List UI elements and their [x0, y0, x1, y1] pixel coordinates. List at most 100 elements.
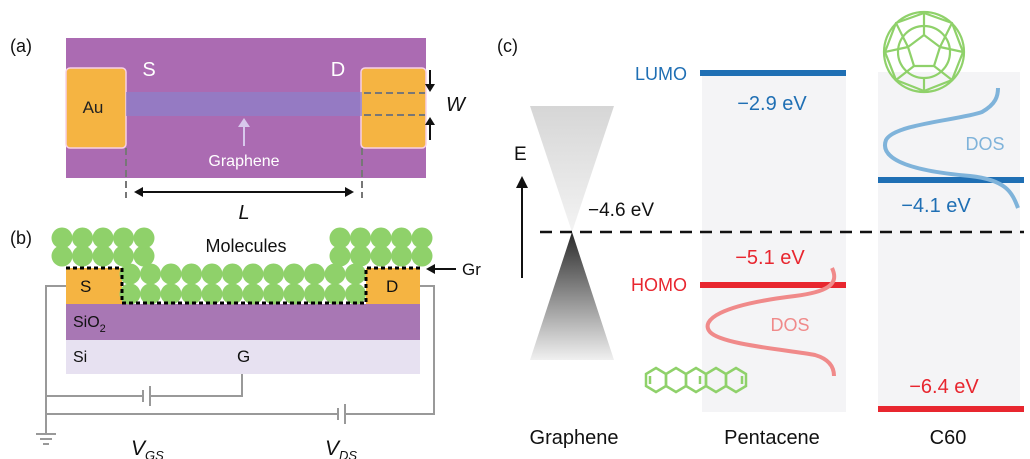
molecule-sphere: [411, 227, 433, 249]
source-contact-label: S: [80, 277, 91, 296]
molecule-sphere: [304, 263, 325, 285]
pentacene-lumo-value: −2.9 eV: [737, 93, 807, 115]
molecule-sphere: [345, 263, 366, 285]
oxide-label: SiO2: [73, 314, 106, 335]
molecule-sphere: [370, 227, 392, 249]
molecule-sphere: [92, 227, 114, 249]
source-wire: [45, 285, 66, 434]
molecule-sphere: [160, 263, 182, 285]
graphene-channel: [126, 92, 362, 116]
ground-symbol: [36, 433, 56, 445]
c60-homo-value: −6.4 eV: [909, 376, 979, 398]
molecule-sphere: [119, 263, 141, 285]
molecule-sphere: [324, 283, 346, 305]
molecule-sphere: [345, 283, 366, 305]
gr-pointer-head: [426, 264, 435, 274]
gr-label: Gr: [462, 260, 481, 279]
molecule-sphere: [133, 227, 155, 249]
molecule-sphere: [72, 227, 93, 249]
graphene-conduction-cone: [530, 106, 614, 232]
panel-c: (c) E −4.6 eV LUMO HOMO −2.9 eV −5.1 eV …: [497, 10, 1024, 449]
column-label-c60: C60: [930, 427, 967, 449]
molecule-sphere: [181, 283, 202, 305]
molecule-sphere: [92, 245, 114, 267]
molecule-sphere: [370, 245, 392, 267]
si-substrate: [66, 340, 420, 374]
c60-column-bg: [878, 72, 1020, 412]
molecule-sphere: [391, 227, 412, 249]
column-label-graphene: Graphene: [530, 427, 619, 449]
molecule-sphere: [51, 245, 73, 267]
graphene-label: Graphene: [208, 153, 279, 170]
panel-b-label: (b): [10, 228, 32, 248]
molecule-sphere: [160, 283, 182, 305]
graphene-layer: [66, 266, 420, 305]
fermi-level-value: −4.6 eV: [588, 200, 654, 221]
width-arrowhead-bottom: [425, 117, 435, 125]
molecule-sphere: [329, 245, 351, 267]
c60-dos-label: DOS: [965, 134, 1004, 154]
molecule-sphere: [140, 263, 161, 285]
length-arrowhead-right: [345, 187, 354, 197]
molecule-sphere: [181, 263, 202, 285]
molecule-sphere: [283, 263, 305, 285]
energy-axis-arrowhead: [516, 176, 528, 188]
pentacene-dos-label: DOS: [770, 315, 809, 335]
drain-contact: [366, 268, 420, 304]
substrate-label: Si: [73, 349, 87, 366]
c60-molecule: [882, 10, 966, 94]
pentacene-column-bg: [702, 72, 846, 412]
drain-electrode: [360, 67, 427, 149]
molecule-sphere: [263, 283, 284, 305]
panel-c-label: (c): [497, 36, 518, 56]
molecule-layer: [51, 227, 433, 305]
molecule-sphere: [350, 227, 371, 249]
c60-dos-curve: [883, 87, 1020, 209]
molecule-sphere: [283, 283, 305, 305]
pentacene-dos-curve: [705, 267, 837, 377]
molecule-sphere: [324, 263, 346, 285]
source-label: S: [142, 59, 155, 81]
homo-label: HOMO: [631, 275, 687, 295]
length-label: L: [238, 202, 249, 224]
gate-wire: [150, 374, 243, 397]
molecule-sphere: [304, 283, 325, 305]
molecule-sphere: [391, 245, 412, 267]
panel-b: (b) S D SiO2 Si G Molecules Gr VGS: [10, 227, 481, 459]
column-label-pentacene: Pentacene: [724, 427, 820, 449]
electrode-label: Au: [83, 98, 104, 117]
molecule-sphere: [201, 283, 223, 305]
drain-contact-label: D: [386, 277, 398, 296]
energy-axis-label: E: [514, 144, 527, 165]
molecule-sphere: [263, 263, 284, 285]
molecule-sphere: [411, 245, 433, 267]
molecule-sphere: [51, 227, 73, 249]
c60-lumo-value: −4.1 eV: [901, 195, 971, 217]
gate-label: G: [237, 347, 250, 366]
molecule-sphere: [113, 227, 134, 249]
molecule-sphere: [113, 245, 134, 267]
molecule-sphere: [329, 227, 351, 249]
drain-wire: [346, 285, 435, 415]
width-arrowhead-top: [425, 84, 435, 92]
molecule-sphere: [242, 263, 264, 285]
molecule-sphere: [201, 263, 223, 285]
sio2-layer: [66, 304, 420, 340]
molecule-sphere: [72, 245, 93, 267]
panel-a: (a) Au S D Graphene W L: [10, 36, 467, 224]
molecule-sphere: [222, 283, 243, 305]
pentacene-molecule: [644, 366, 748, 394]
drain-label: D: [331, 59, 345, 81]
molecule-sphere: [133, 245, 155, 267]
molecules-label: Molecules: [205, 236, 286, 256]
molecule-sphere: [222, 263, 243, 285]
pentacene-homo-value: −5.1 eV: [735, 247, 805, 269]
graphene-valence-cone: [530, 232, 614, 360]
graphene-pointer-head: [238, 118, 250, 127]
molecule-sphere: [350, 245, 371, 267]
molecule-sphere: [140, 283, 161, 305]
source-contact: [66, 268, 122, 304]
vgs-label: VGS: [131, 437, 164, 459]
lumo-label: LUMO: [635, 64, 687, 84]
length-arrowhead-left: [134, 187, 143, 197]
